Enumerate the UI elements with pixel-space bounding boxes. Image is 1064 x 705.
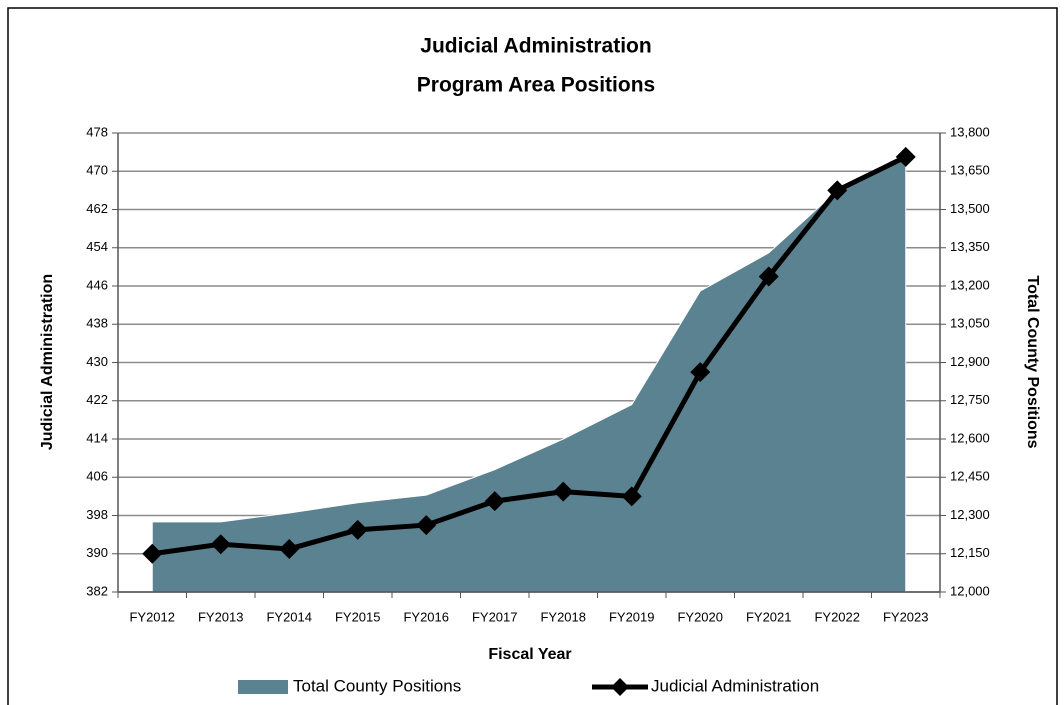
chart-title: Program Area Positions — [417, 74, 655, 97]
y-tick-label: 470 — [86, 163, 108, 178]
x-axis-title: Fiscal Year — [488, 646, 571, 663]
y-tick-label: 454 — [86, 239, 108, 254]
y-tick-label: 438 — [86, 316, 108, 331]
marker — [621, 486, 642, 507]
y-tick-label: 406 — [86, 469, 108, 484]
line — [151, 154, 907, 557]
y2-tick-label: 13,800 — [950, 124, 990, 139]
x-tick-label: FY2023 — [883, 609, 929, 624]
legend-label: Judicial Administration — [651, 676, 819, 695]
y-tick-label: 422 — [86, 392, 108, 407]
x-tick-label: FY2017 — [472, 609, 518, 624]
marker — [142, 543, 163, 564]
y2-tick-label: 12,150 — [950, 545, 990, 560]
marker — [279, 538, 300, 559]
y2-tick-label: 13,500 — [950, 201, 990, 216]
y2-tick-label: 13,050 — [950, 316, 990, 331]
y2-tick-label: 12,300 — [950, 507, 990, 522]
y-tick-label: 430 — [86, 354, 108, 369]
x-tick-label: FY2013 — [198, 609, 244, 624]
y2-tick-label: 13,650 — [950, 163, 990, 178]
frame — [7, 7, 1058, 705]
y-tick-label: 414 — [86, 430, 108, 445]
marker — [347, 519, 368, 540]
marker — [827, 180, 848, 201]
y2-axis-title: Total County Positions — [1024, 275, 1041, 448]
x-tick-label: FY2018 — [540, 609, 586, 624]
y-tick-label: 446 — [86, 277, 108, 292]
x-tick-label: FY2021 — [746, 609, 792, 624]
marker — [210, 534, 231, 555]
marker — [895, 146, 916, 167]
y2-tick-label: 13,200 — [950, 277, 990, 292]
marker — [416, 515, 437, 536]
x-tick-label: FY2014 — [266, 609, 312, 624]
y2-tick-label: 13,350 — [950, 239, 990, 254]
y2-tick-label: 12,600 — [950, 430, 990, 445]
y2-tick-label: 12,750 — [950, 392, 990, 407]
x-tick-label: FY2022 — [814, 609, 860, 624]
y2-tick-label: 12,450 — [950, 469, 990, 484]
x-tick-label: FY2012 — [129, 609, 175, 624]
y-tick-label: 462 — [86, 201, 108, 216]
legend-label: Total County Positions — [293, 676, 461, 695]
area — [151, 157, 907, 593]
y2-tick-label: 12,900 — [950, 354, 990, 369]
x-tick-label: FY2015 — [335, 609, 381, 624]
x-tick-label: FY2019 — [609, 609, 655, 624]
y-tick-label: 390 — [86, 545, 108, 560]
marker — [758, 266, 779, 287]
y-tick-label: 478 — [86, 124, 108, 139]
legend-marker — [611, 678, 629, 696]
chart-title: Judicial Administration — [420, 35, 651, 58]
x-tick-label: FY2016 — [403, 609, 449, 624]
x-tick-label: FY2020 — [677, 609, 723, 624]
y-tick-label: 398 — [86, 507, 108, 522]
marker — [690, 362, 711, 383]
legend-swatch — [238, 680, 288, 694]
marker — [553, 481, 574, 502]
marker — [484, 491, 505, 512]
y2-tick-label: 12,000 — [950, 583, 990, 598]
y-axis-title: Judicial Administration — [39, 274, 56, 450]
y-tick-label: 382 — [86, 583, 108, 598]
